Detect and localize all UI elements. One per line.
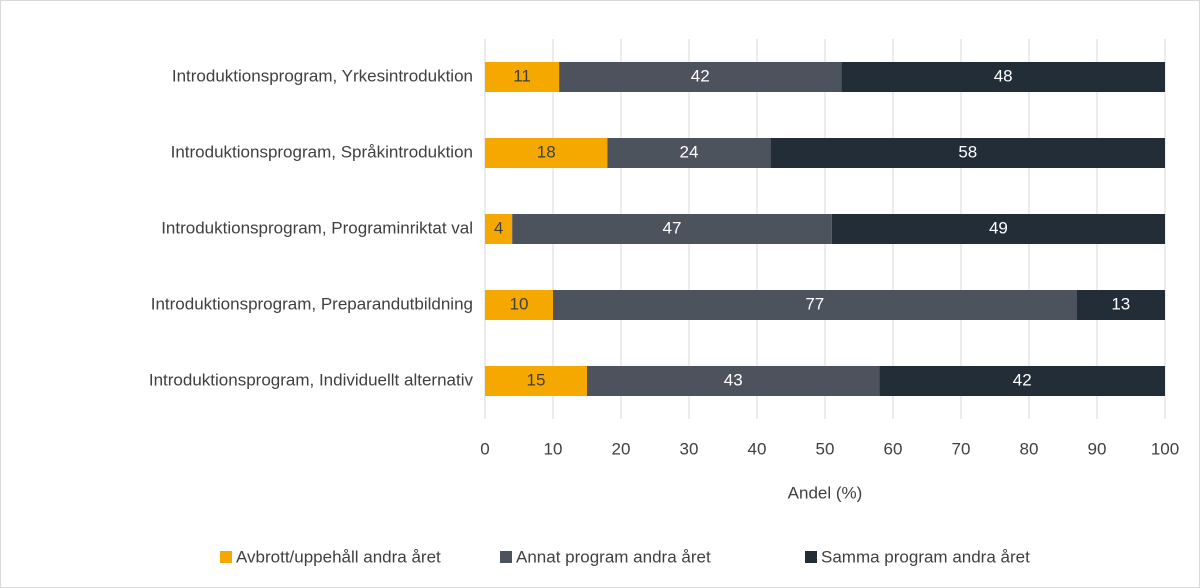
y-tick-label: Introduktionsprogram, Programinriktat va… [161,218,473,237]
x-tick-label: 60 [884,439,903,458]
legend-label: Avbrott/uppehåll andra året [236,547,441,566]
x-tick-label: 50 [816,439,835,458]
bar-segment [485,366,587,396]
y-tick-label: Introduktionsprogram, Språkintroduktion [171,142,473,161]
bar-segment [485,290,553,320]
legend-label: Samma program andra året [821,547,1030,566]
bar-segment [485,138,608,168]
x-tick-label: 0 [480,439,489,458]
y-tick-label: Introduktionsprogram, Individuellt alter… [149,370,474,389]
bar-segment [1076,290,1165,320]
bar-segment [553,290,1077,320]
data-label: 15 [527,370,546,389]
bar-segment [770,138,1165,168]
legend-label: Annat program andra året [516,547,711,566]
y-tick-label: Introduktionsprogram, Preparandutbildnin… [151,294,473,313]
data-label: 11 [513,66,531,85]
data-label: 4 [494,218,503,237]
bar-segment [841,62,1165,92]
x-tick-label: 30 [680,439,699,458]
legend-swatch [805,551,817,563]
x-tick-label: 20 [612,439,631,458]
x-tick-label: 40 [748,439,767,458]
x-tick-label: 10 [544,439,563,458]
x-tick-label: 70 [952,439,971,458]
y-tick-label: Introduktionsprogram, Yrkesintroduktion [172,66,473,85]
bar-segment [512,214,832,244]
bar-segment [485,62,560,92]
data-label: 43 [724,370,743,389]
data-label: 49 [989,218,1008,237]
bar-segment [607,138,771,168]
data-label: 42 [691,66,710,85]
data-label: 58 [958,142,977,161]
data-label: 47 [663,218,682,237]
bar-segment [587,366,880,396]
data-label: 48 [994,66,1013,85]
bar-segment [831,214,1165,244]
x-tick-label: 100 [1151,439,1179,458]
bar-segment [485,214,513,244]
data-label: 18 [537,142,556,161]
bar-segment [559,62,842,92]
data-label: 10 [510,294,529,313]
data-label: 77 [805,294,824,313]
legend-swatch [500,551,512,563]
x-axis-title: Andel (%) [788,483,863,502]
legend-swatch [220,551,232,563]
x-tick-label: 80 [1020,439,1039,458]
data-label: 24 [680,142,699,161]
bar-segment [879,366,1165,396]
data-label: 13 [1111,294,1130,313]
data-label: 42 [1013,370,1032,389]
x-tick-label: 90 [1088,439,1107,458]
